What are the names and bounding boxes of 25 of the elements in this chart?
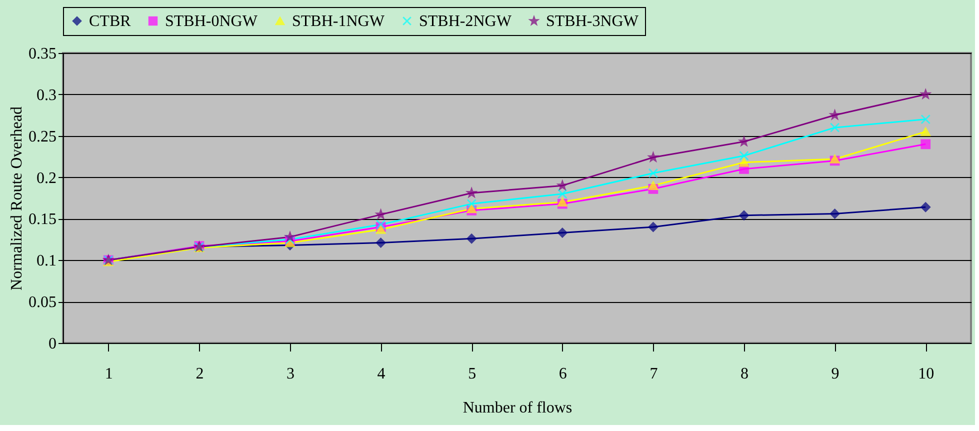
x-tick-label: 5	[468, 366, 476, 382]
x-tick-label: 4	[377, 366, 386, 382]
legend-label: STBH-3NGW	[546, 13, 640, 30]
x-tick-label: 8	[740, 366, 748, 382]
legend-label: STBH-0NGW	[165, 13, 258, 30]
y-tick-label: 0.3	[36, 86, 56, 104]
x-tick-label: 2	[196, 366, 204, 382]
legend-label: STBH-1NGW	[292, 13, 386, 30]
x-axis-title: Number of flows	[462, 400, 572, 416]
y-tick-label: 0	[48, 336, 56, 352]
x-tick-label: 9	[831, 366, 840, 382]
y-tick-label: 0.05	[28, 294, 56, 312]
x-tick-label: 10	[918, 366, 934, 382]
x-tick-label: 6	[558, 366, 567, 382]
y-tick-label: 0.2	[36, 170, 56, 187]
x-tick-label: 7	[650, 366, 658, 382]
y-tick-label: 0.15	[28, 211, 56, 228]
y-tick-label: 0.1	[36, 252, 56, 270]
y-axis-title: Normalized Route Overhead	[8, 106, 26, 290]
y-tick-label: 0.25	[28, 128, 56, 146]
legend-label: STBH-2NGW	[419, 13, 512, 30]
y-tick-label: 0.35	[28, 46, 56, 62]
legend-label: CTBR	[89, 13, 132, 30]
x-tick-label: 3	[286, 366, 294, 382]
x-tick-label: 1	[104, 366, 113, 382]
